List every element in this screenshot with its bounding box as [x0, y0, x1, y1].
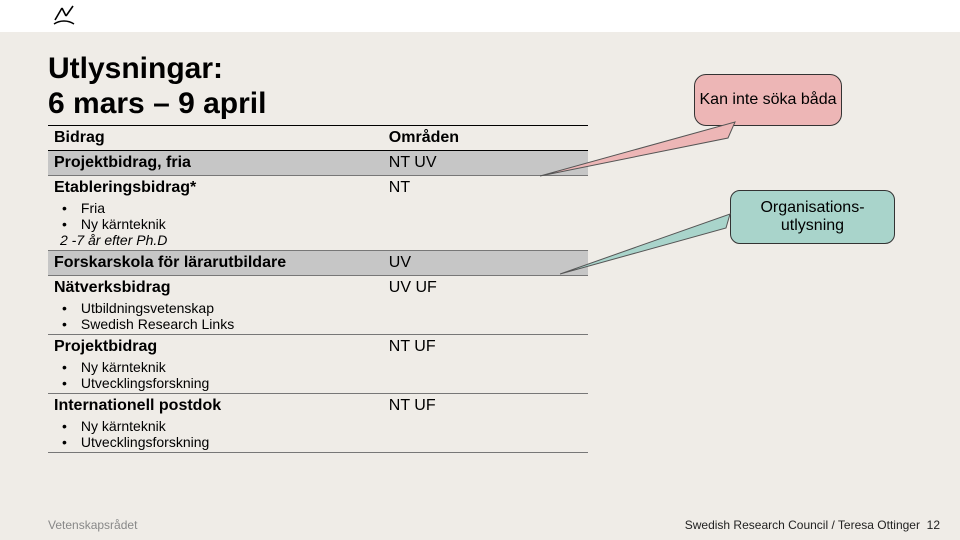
sub-item: Ny kärnteknik [62, 359, 580, 375]
sub-item: Utvecklingsforskning [62, 375, 580, 391]
table-header-row: Bidrag Områden [48, 126, 588, 151]
grant-name: Nätverksbidrag [48, 276, 383, 301]
footer-credit: Swedish Research Council / Teresa Otting… [685, 518, 940, 532]
footer-text: Swedish Research Council / Teresa Otting… [685, 518, 920, 532]
grants-table: Bidrag Områden Projektbidrag, fria NT UV… [48, 125, 588, 453]
page-number: 12 [927, 518, 940, 532]
col-header-omraden: Områden [383, 126, 588, 151]
grant-area: NT UF [383, 394, 588, 419]
grant-area: UV [383, 251, 588, 276]
title-line-2: 6 mars – 9 april [48, 87, 266, 120]
grant-name: Internationell postdok [48, 394, 383, 419]
callout-text: Kan inte söka båda [700, 91, 837, 109]
table-row-sub: Ny kärnteknik Utvecklingsforskning [48, 418, 588, 453]
table-wrap: Bidrag Områden Projektbidrag, fria NT UV… [48, 125, 588, 453]
top-bar [0, 0, 960, 32]
callout-org-utlysning: Organisations- utlysning [730, 190, 895, 244]
sub-item: Utvecklingsforskning [62, 434, 580, 450]
grant-name: Etableringsbidrag* [48, 176, 383, 201]
table-row: Forskarskola för lärarutbildare UV [48, 251, 588, 276]
sub-item: Utbildningsvetenskap [62, 300, 580, 316]
table-row-sub: Utbildningsvetenskap Swedish Research Li… [48, 300, 588, 335]
grant-sub: Ny kärnteknik Utvecklingsforskning [48, 359, 588, 394]
table-row: Projektbidrag NT UF [48, 335, 588, 360]
grant-sub: Ny kärnteknik Utvecklingsforskning [48, 418, 588, 453]
footer-org: Vetenskapsrådet [48, 518, 137, 532]
sub-item: Fria [62, 200, 580, 216]
table-row: Etableringsbidrag* NT [48, 176, 588, 201]
callout-cannot-apply-both: Kan inte söka båda [694, 74, 842, 126]
grant-area: NT UF [383, 335, 588, 360]
grant-sub: Fria Ny kärnteknik 2 -7 år efter Ph.D [48, 200, 588, 251]
grant-area: NT UV [383, 151, 588, 176]
sub-item: Swedish Research Links [62, 316, 580, 332]
grant-area: NT [383, 176, 588, 201]
sub-item: Ny kärnteknik [62, 418, 580, 434]
grant-name: Projektbidrag, fria [48, 151, 383, 176]
table-row: Internationell postdok NT UF [48, 394, 588, 419]
table-row: Projektbidrag, fria NT UV [48, 151, 588, 176]
table-row-sub: Fria Ny kärnteknik 2 -7 år efter Ph.D [48, 200, 588, 251]
title-line-1: Utlysningar: [48, 52, 223, 85]
grant-name: Projektbidrag [48, 335, 383, 360]
grant-sub: Utbildningsvetenskap Swedish Research Li… [48, 300, 588, 335]
table-row-sub: Ny kärnteknik Utvecklingsforskning [48, 359, 588, 394]
grant-note: 2 -7 år efter Ph.D [54, 232, 580, 248]
col-header-bidrag: Bidrag [48, 126, 383, 151]
logo-icon [52, 4, 76, 28]
sub-item: Ny kärnteknik [62, 216, 580, 232]
grant-area: UV UF [383, 276, 588, 301]
grant-name: Forskarskola för lärarutbildare [48, 251, 383, 276]
table-row: Nätverksbidrag UV UF [48, 276, 588, 301]
callout-text: Organisations- utlysning [760, 199, 864, 236]
